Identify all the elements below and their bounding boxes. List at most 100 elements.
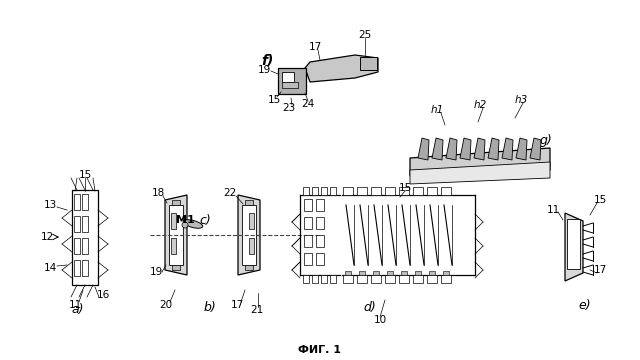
Bar [385, 187, 395, 195]
Bar [304, 217, 312, 229]
Bar [304, 253, 312, 265]
Bar [399, 187, 409, 195]
Bar [316, 235, 324, 247]
Text: 24: 24 [301, 99, 315, 109]
Text: M1: M1 [175, 215, 195, 225]
Text: e): e) [579, 298, 591, 311]
Bar [304, 199, 312, 211]
Bar [429, 271, 435, 275]
Bar [371, 275, 381, 283]
Text: 16: 16 [97, 290, 109, 300]
Text: 18: 18 [152, 188, 164, 198]
Polygon shape [410, 162, 550, 184]
Bar [245, 200, 253, 205]
Bar [567, 219, 580, 269]
Text: 15: 15 [268, 95, 280, 105]
Bar [172, 200, 180, 205]
Text: 11: 11 [547, 205, 559, 215]
Bar [371, 187, 381, 195]
Bar [282, 82, 298, 88]
Bar [249, 213, 254, 229]
Bar [387, 271, 393, 275]
Text: 15: 15 [398, 183, 412, 193]
Circle shape [182, 222, 188, 228]
Bar [427, 187, 437, 195]
Bar [359, 271, 365, 275]
Polygon shape [418, 138, 429, 160]
Text: b): b) [204, 302, 216, 315]
Text: 22: 22 [223, 188, 237, 198]
Text: 19: 19 [149, 267, 163, 277]
Bar [373, 271, 379, 275]
Bar [74, 216, 80, 232]
Bar [74, 194, 80, 210]
Text: h2: h2 [474, 100, 486, 110]
Polygon shape [446, 138, 457, 160]
Polygon shape [410, 148, 550, 176]
Bar [343, 275, 353, 283]
Bar [312, 187, 318, 195]
Bar [245, 265, 253, 270]
Polygon shape [516, 138, 527, 160]
Text: h3: h3 [515, 95, 527, 105]
Polygon shape [165, 195, 187, 275]
Bar [316, 217, 324, 229]
Bar [330, 275, 336, 283]
Polygon shape [460, 138, 471, 160]
Text: d): d) [364, 302, 376, 315]
Polygon shape [305, 55, 378, 82]
Bar [360, 57, 377, 70]
Bar [242, 205, 256, 265]
Text: 15: 15 [593, 195, 607, 205]
Bar [303, 275, 309, 283]
Bar [399, 275, 409, 283]
Polygon shape [432, 138, 443, 160]
Text: h1: h1 [430, 105, 444, 115]
Bar [385, 275, 395, 283]
Text: 11: 11 [68, 300, 82, 310]
Bar [443, 271, 449, 275]
Bar [74, 238, 80, 254]
Polygon shape [474, 138, 485, 160]
Bar [441, 187, 451, 195]
Bar [72, 190, 98, 285]
Polygon shape [502, 138, 513, 160]
Bar [172, 265, 180, 270]
Text: c): c) [199, 213, 211, 226]
Bar [171, 238, 176, 254]
Bar [312, 275, 318, 283]
Bar [74, 260, 80, 276]
Text: 25: 25 [358, 30, 372, 40]
Text: a): a) [72, 303, 84, 316]
Polygon shape [488, 138, 499, 160]
Bar [401, 271, 407, 275]
Bar [82, 216, 88, 232]
Text: 17: 17 [593, 265, 607, 275]
Bar [415, 271, 421, 275]
Text: 19: 19 [257, 65, 271, 75]
Polygon shape [530, 138, 541, 160]
Bar [441, 275, 451, 283]
Text: 10: 10 [373, 315, 387, 325]
Text: g): g) [540, 134, 552, 147]
Bar [413, 275, 423, 283]
Bar [82, 260, 88, 276]
Bar [427, 275, 437, 283]
Bar [321, 187, 327, 195]
Text: 14: 14 [44, 263, 56, 273]
Bar [357, 275, 367, 283]
Text: ФИГ. 1: ФИГ. 1 [298, 345, 342, 355]
Bar [169, 205, 183, 265]
Bar [345, 271, 351, 275]
Text: 21: 21 [250, 305, 264, 315]
Text: 15: 15 [78, 170, 92, 180]
Bar [316, 199, 324, 211]
Bar [321, 275, 327, 283]
Bar [171, 213, 176, 229]
Bar [278, 68, 306, 94]
Polygon shape [565, 213, 583, 281]
Bar [282, 72, 294, 82]
Text: 13: 13 [44, 200, 56, 210]
Bar [249, 238, 254, 254]
Bar [357, 187, 367, 195]
